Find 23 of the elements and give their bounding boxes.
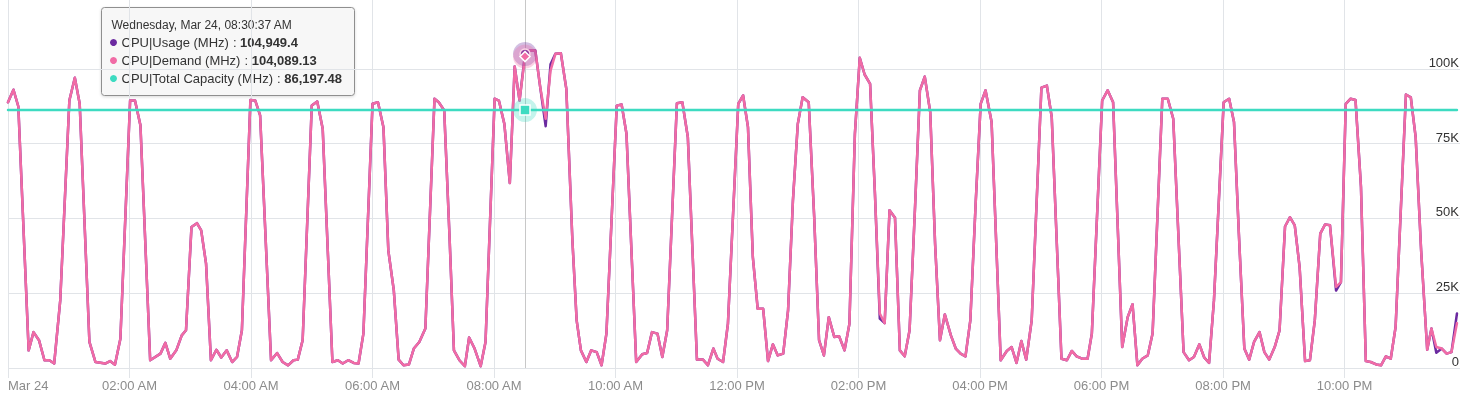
x-tick-label: 10:00 AM <box>588 378 643 393</box>
annotation: : 86,197.48 <box>276 71 343 86</box>
x-tick-label: 02:00 PM <box>830 378 887 393</box>
annotation: Wednesday, Mar 24, 08:30:37 AM <box>111 17 292 32</box>
annotation: : 104,089.13 <box>244 53 317 68</box>
y-tick-label: 0 <box>1451 354 1459 369</box>
x-tick-label: 08:00 PM <box>1195 378 1251 393</box>
x-tick-label: 06:00 PM <box>1073 378 1130 393</box>
x-tick-label: 12:00 PM <box>709 378 765 393</box>
legend-label: CPU|Usage (MHz) <box>121 35 229 50</box>
x-tick-label: 10:00 PM <box>1316 378 1373 393</box>
x-tick-label: 04:00 PM <box>952 378 1008 393</box>
x-tick-label: 02:00 AM <box>102 378 157 393</box>
y-tick-label: 50K <box>1435 204 1460 220</box>
y-tick-label: 75K <box>1435 129 1460 145</box>
x-tick-label: 06:00 AM <box>345 378 400 393</box>
y-tick-label: 25K <box>1435 279 1460 295</box>
legend-label: CPU|Demand (MHz) <box>121 53 241 68</box>
x-tick-label: 08:00 AM <box>466 378 522 393</box>
x-tick-label: Mar 24 <box>8 378 49 393</box>
y-tick-label: 100K <box>1428 54 1460 70</box>
annotation: : 104,949.4 <box>232 35 299 50</box>
x-tick-label: 04:00 AM <box>223 378 279 393</box>
